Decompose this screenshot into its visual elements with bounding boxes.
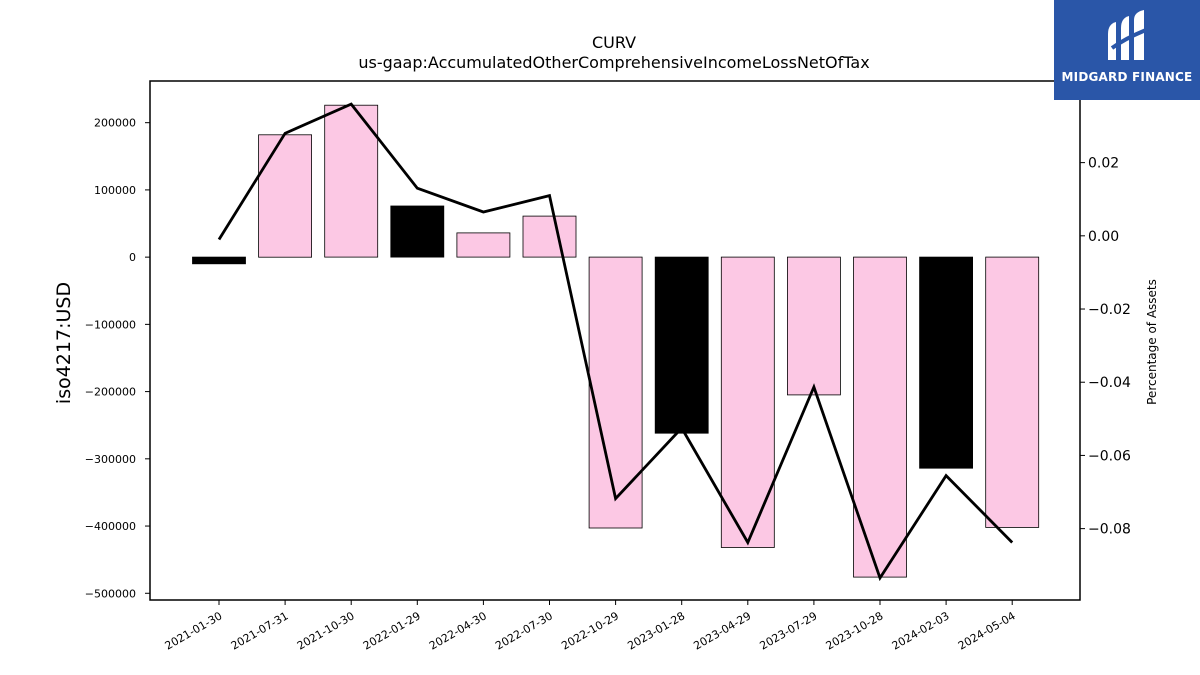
percentage-line-series	[217, 102, 1014, 582]
y-tick-label: 100000	[94, 184, 136, 197]
y2-axis-ticks: 0.02 0.00 −0.02 −0.04 −0.06 −0.08	[1080, 156, 1131, 538]
bar	[588, 256, 643, 529]
bar	[853, 256, 907, 578]
x-tick-label: 2022-10-29	[559, 609, 621, 652]
y-tick-label: −100000	[85, 318, 136, 331]
x-tick-label: 2021-01-30	[163, 609, 225, 652]
bar	[654, 256, 709, 434]
x-tick-label: 2023-01-28	[625, 609, 687, 652]
bar	[787, 256, 841, 396]
bar	[456, 232, 511, 258]
x-tick-label: 2022-04-30	[427, 609, 489, 652]
x-tick-label: 2024-05-04	[956, 609, 1018, 652]
x-axis-ticks: 2021-01-30 2021-07-31 2021-10-30 2022-01-29…	[163, 600, 1018, 653]
y-tick-label: 0	[129, 251, 136, 264]
y-tick-label: −300000	[85, 453, 136, 466]
logo-text: MIDGARD FINANCE	[1061, 70, 1193, 84]
x-tick-label: 2022-01-29	[361, 609, 423, 652]
x-tick-label: 2024-02-03	[890, 609, 952, 652]
bar	[258, 134, 313, 258]
midgard-logo-icon	[1108, 10, 1147, 60]
bar	[720, 256, 775, 548]
y2-axis-label: Percentage of Assets	[1145, 279, 1159, 405]
bar	[985, 256, 1040, 528]
y2-tick-label: −0.06	[1088, 448, 1131, 464]
y-axis-label: iso4217:USD	[53, 282, 75, 404]
y2-tick-label: 0.00	[1088, 229, 1119, 245]
midgard-finance-logo: MIDGARD FINANCE	[1054, 0, 1200, 100]
chart-title: CURV	[592, 33, 636, 52]
y2-tick-label: −0.08	[1088, 522, 1131, 538]
y-tick-label: 200000	[94, 117, 136, 130]
bar	[192, 256, 246, 265]
percentage-line	[217, 102, 1014, 582]
y-tick-label: −400000	[85, 520, 136, 533]
y2-tick-label: 0.02	[1088, 156, 1119, 172]
y-tick-label: −500000	[85, 587, 136, 600]
y-tick-label: −200000	[85, 386, 136, 399]
x-tick-label: 2023-04-29	[691, 609, 753, 652]
plot-frame	[149, 80, 1081, 601]
bar	[522, 215, 577, 258]
bar	[919, 256, 973, 469]
y2-tick-label: −0.04	[1088, 375, 1131, 391]
bar	[324, 104, 379, 258]
x-tick-label: 2021-10-30	[295, 609, 357, 652]
y2-tick-label: −0.02	[1088, 302, 1131, 318]
bar	[390, 205, 445, 258]
x-tick-label: 2023-07-29	[758, 609, 820, 652]
x-tick-label: 2022-07-30	[493, 609, 555, 652]
y-axis-ticks: 200000 100000 0 −100000 −200000 −300000 −40000…	[85, 117, 150, 600]
chart-subtitle: us-gaap:AccumulatedOtherComprehensiveInc…	[358, 53, 869, 72]
x-tick-label: 2023-10-28	[824, 609, 886, 652]
x-tick-label: 2021-07-31	[229, 609, 291, 652]
bar-series	[192, 104, 1040, 578]
